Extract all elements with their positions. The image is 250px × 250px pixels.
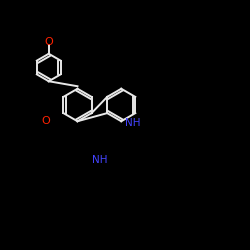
- Text: NH: NH: [92, 155, 108, 165]
- Text: O: O: [42, 116, 50, 126]
- Text: O: O: [44, 37, 53, 47]
- Text: NH: NH: [125, 118, 140, 128]
